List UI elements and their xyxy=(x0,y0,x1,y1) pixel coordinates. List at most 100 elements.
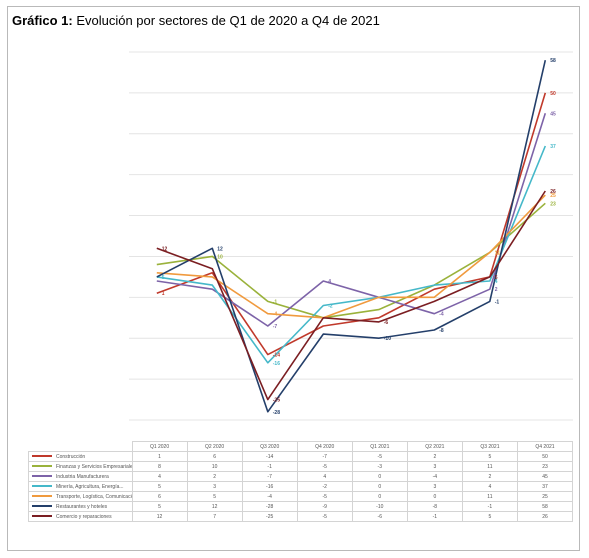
table-cell: 26 xyxy=(516,511,574,522)
chart-title-prefix: Gráfico 1: xyxy=(12,13,73,28)
data-label: 12 xyxy=(162,246,168,252)
data-label: 1 xyxy=(162,291,165,297)
column-header: Q4 2021 xyxy=(516,441,574,452)
data-label: 11 xyxy=(495,250,501,256)
table-cell: 12 xyxy=(186,501,243,512)
column-header: Q3 2020 xyxy=(241,441,298,452)
table-cell: 12 xyxy=(131,511,188,522)
table-row: Minería, Agricultura, Energía... 5 3 -16 -2 0… xyxy=(28,481,574,492)
chart-title-text: Evolución por sectores de Q1 de 2020 a Q… xyxy=(76,13,380,28)
table-cell: 1 xyxy=(131,451,188,462)
data-table: Q1 2020 Q2 2020 Q3 2020 Q4 2020 Q1 2021 Q2 20… xyxy=(28,441,574,522)
table-cell: -2 xyxy=(296,481,353,492)
data-label: -7 xyxy=(273,324,278,330)
table-cell: 6 xyxy=(186,451,243,462)
column-header: Q3 2021 xyxy=(461,441,518,452)
table-cell: -5 xyxy=(296,461,353,472)
table-cell: 8 xyxy=(131,461,188,472)
series-legend-cell: Construcción xyxy=(28,451,133,462)
table-cell: 4 xyxy=(131,471,188,482)
table-corner xyxy=(29,442,133,452)
table-cell: 5 xyxy=(461,451,518,462)
table-cell: -25 xyxy=(241,511,298,522)
table-cell: 4 xyxy=(461,481,518,492)
legend-swatch xyxy=(32,455,52,458)
table-cell: 10 xyxy=(186,461,243,472)
table-cell: 2 xyxy=(461,471,518,482)
table-cell: -14 xyxy=(241,451,298,462)
table-cell: -6 xyxy=(351,511,408,522)
series-legend-cell: Industria Manufacturera xyxy=(28,471,133,482)
series-line-4 xyxy=(156,194,546,319)
table-header-row: Q1 2020 Q2 2020 Q3 2020 Q4 2020 Q1 2021 Q2 20… xyxy=(29,441,574,452)
series-line-6 xyxy=(156,190,546,401)
data-label: 50 xyxy=(550,91,556,97)
table-cell: -7 xyxy=(296,451,353,462)
data-label: 26 xyxy=(550,189,556,195)
data-label: 58 xyxy=(550,58,556,64)
series-legend-cell: Minería, Agricultura, Energía... xyxy=(28,481,133,492)
table-cell: 11 xyxy=(461,461,518,472)
table-row: Restaurantes y hoteles 5 12 -28 -9 -10 -8 -1 58 xyxy=(28,501,574,512)
chart-title: Gráfico 1: Evolución por sectores de Q1 … xyxy=(12,13,380,28)
legend-swatch xyxy=(32,465,52,468)
table-cell: 50 xyxy=(516,451,574,462)
data-label: 10 xyxy=(217,254,223,260)
table-cell: 37 xyxy=(516,481,574,492)
table-row: Construcción 1 6 -14 -7 -5 2 5 50 xyxy=(28,451,574,462)
series-name: Comercio y reparaciones xyxy=(56,513,112,520)
data-label: 11 xyxy=(495,250,501,256)
series-name: Restaurantes y hoteles xyxy=(56,503,108,510)
series-name: Construcción xyxy=(56,453,86,460)
table-cell: 58 xyxy=(516,501,574,512)
table-cell: 2 xyxy=(406,451,463,462)
table-cell: 3 xyxy=(186,481,243,492)
data-label: -4 xyxy=(273,312,278,318)
table-row: Transporte, Logística, Comunicaciones...… xyxy=(28,491,574,502)
data-label: 5 xyxy=(495,275,498,281)
data-label: 5 xyxy=(162,275,165,281)
data-label: -10 xyxy=(384,336,391,342)
series-line-1 xyxy=(156,202,546,319)
line-chart: 1-145010-11123-74-42455-16-2437-4112512-… xyxy=(129,51,573,421)
table-cell: -7 xyxy=(241,471,298,482)
table-cell: 4 xyxy=(296,471,353,482)
series-legend-cell: Finanzas y Servicios Empresariales xyxy=(28,461,133,472)
data-label: -28 xyxy=(273,410,280,416)
table-cell: -16 xyxy=(241,481,298,492)
table-cell: 2 xyxy=(186,471,243,482)
series-legend-cell: Transporte, Logística, Comunicaciones... xyxy=(28,491,133,502)
legend-swatch xyxy=(32,485,52,488)
data-label: 25 xyxy=(550,193,556,199)
series-line-0 xyxy=(156,92,547,356)
table-cell: 25 xyxy=(516,491,574,502)
legend-swatch xyxy=(32,475,52,478)
series-legend-cell: Restaurantes y hoteles xyxy=(28,501,133,512)
series-line-2 xyxy=(156,113,547,327)
legend-swatch xyxy=(32,515,52,518)
table-cell: -1 xyxy=(241,461,298,472)
data-label: -16 xyxy=(273,361,280,367)
table-cell: -1 xyxy=(461,501,518,512)
table-row: Finanzas y Servicios Empresariales 8 10 -1-… xyxy=(28,461,574,472)
column-header: Q1 2020 xyxy=(131,441,188,452)
data-label: -8 xyxy=(439,328,444,334)
table-cell: -9 xyxy=(296,501,353,512)
data-label: -25 xyxy=(273,398,280,404)
table-cell: -5 xyxy=(296,491,353,502)
column-header: Q2 2021 xyxy=(406,441,463,452)
column-header: Q2 2020 xyxy=(186,441,243,452)
table-cell: -10 xyxy=(351,501,408,512)
table-cell: 5 xyxy=(186,491,243,502)
legend-swatch xyxy=(32,505,52,508)
data-label: -1 xyxy=(273,299,278,305)
table-body: Construcción 1 6 -14 -7 -5 2 5 50 Finanzas y Serv… xyxy=(28,451,574,522)
table-cell: -28 xyxy=(241,501,298,512)
series-legend-cell: Comercio y reparaciones xyxy=(28,511,133,522)
table-cell: 7 xyxy=(186,511,243,522)
table-cell: 5 xyxy=(461,511,518,522)
table-cell: 0 xyxy=(406,491,463,502)
table-row: Industria Manufacturera 4 2 -7 4 0 -4 2 45 xyxy=(28,471,574,482)
column-header: Q4 2020 xyxy=(296,441,353,452)
series-line-5 xyxy=(156,60,547,413)
